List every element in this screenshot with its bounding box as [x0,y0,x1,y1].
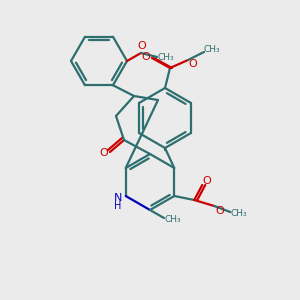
Text: CH₃: CH₃ [165,215,181,224]
Text: O: O [203,176,212,186]
Text: O: O [216,206,225,216]
Text: O: O [189,59,197,69]
Text: H: H [114,201,122,211]
Text: CH₃: CH₃ [231,208,247,217]
Text: CH₃: CH₃ [158,52,174,62]
Text: O: O [100,148,108,158]
Text: N: N [114,193,122,203]
Text: O: O [138,41,146,51]
Text: O: O [142,52,150,62]
Text: CH₃: CH₃ [204,46,220,55]
